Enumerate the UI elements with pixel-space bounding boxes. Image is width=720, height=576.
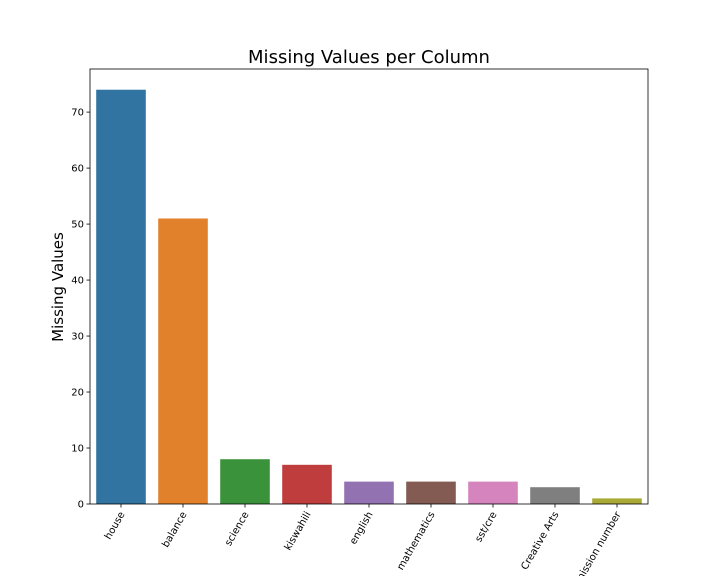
y-tick-label: 60 [71,164,84,175]
bar-kiswahili [282,464,332,504]
y-tick-label: 20 [71,388,84,399]
x-tick-label: kiswahili [283,510,314,553]
y-tick-label: 70 [71,108,84,119]
x-tick-label: science [223,510,251,548]
x-tick-label: Creative Arts [519,510,561,572]
x-axis: house balance science kiswahili english mathe… [103,504,624,576]
plot-frame [89,68,649,505]
bar-english [344,481,394,504]
y-tick-label: 30 [71,332,84,343]
x-tick-label: admission number [568,509,624,576]
y-axis: 0 10 20 30 40 50 60 70 [71,108,90,511]
bar-admission-number [592,498,642,504]
bar-balance [158,218,208,504]
bars [96,89,642,504]
y-tick-label: 0 [78,500,84,511]
y-tick-label: 40 [71,276,84,287]
bar-mathematics [406,481,456,504]
bar-sst-cre [468,481,518,504]
x-tick-label: house [103,510,128,542]
y-tick-label: 50 [71,220,84,231]
chart-title: Missing Values per Column [248,47,490,68]
x-tick-label: english [348,510,376,547]
y-axis-label: Missing Values [49,232,67,342]
x-tick-label: mathematics [395,510,437,572]
bar-house [96,89,146,504]
x-tick-label: balance [160,510,189,550]
bar-science [220,459,270,504]
y-tick-label: 10 [71,444,84,455]
bar-creative-arts [530,487,580,504]
x-tick-label: sst/cre [473,510,499,544]
